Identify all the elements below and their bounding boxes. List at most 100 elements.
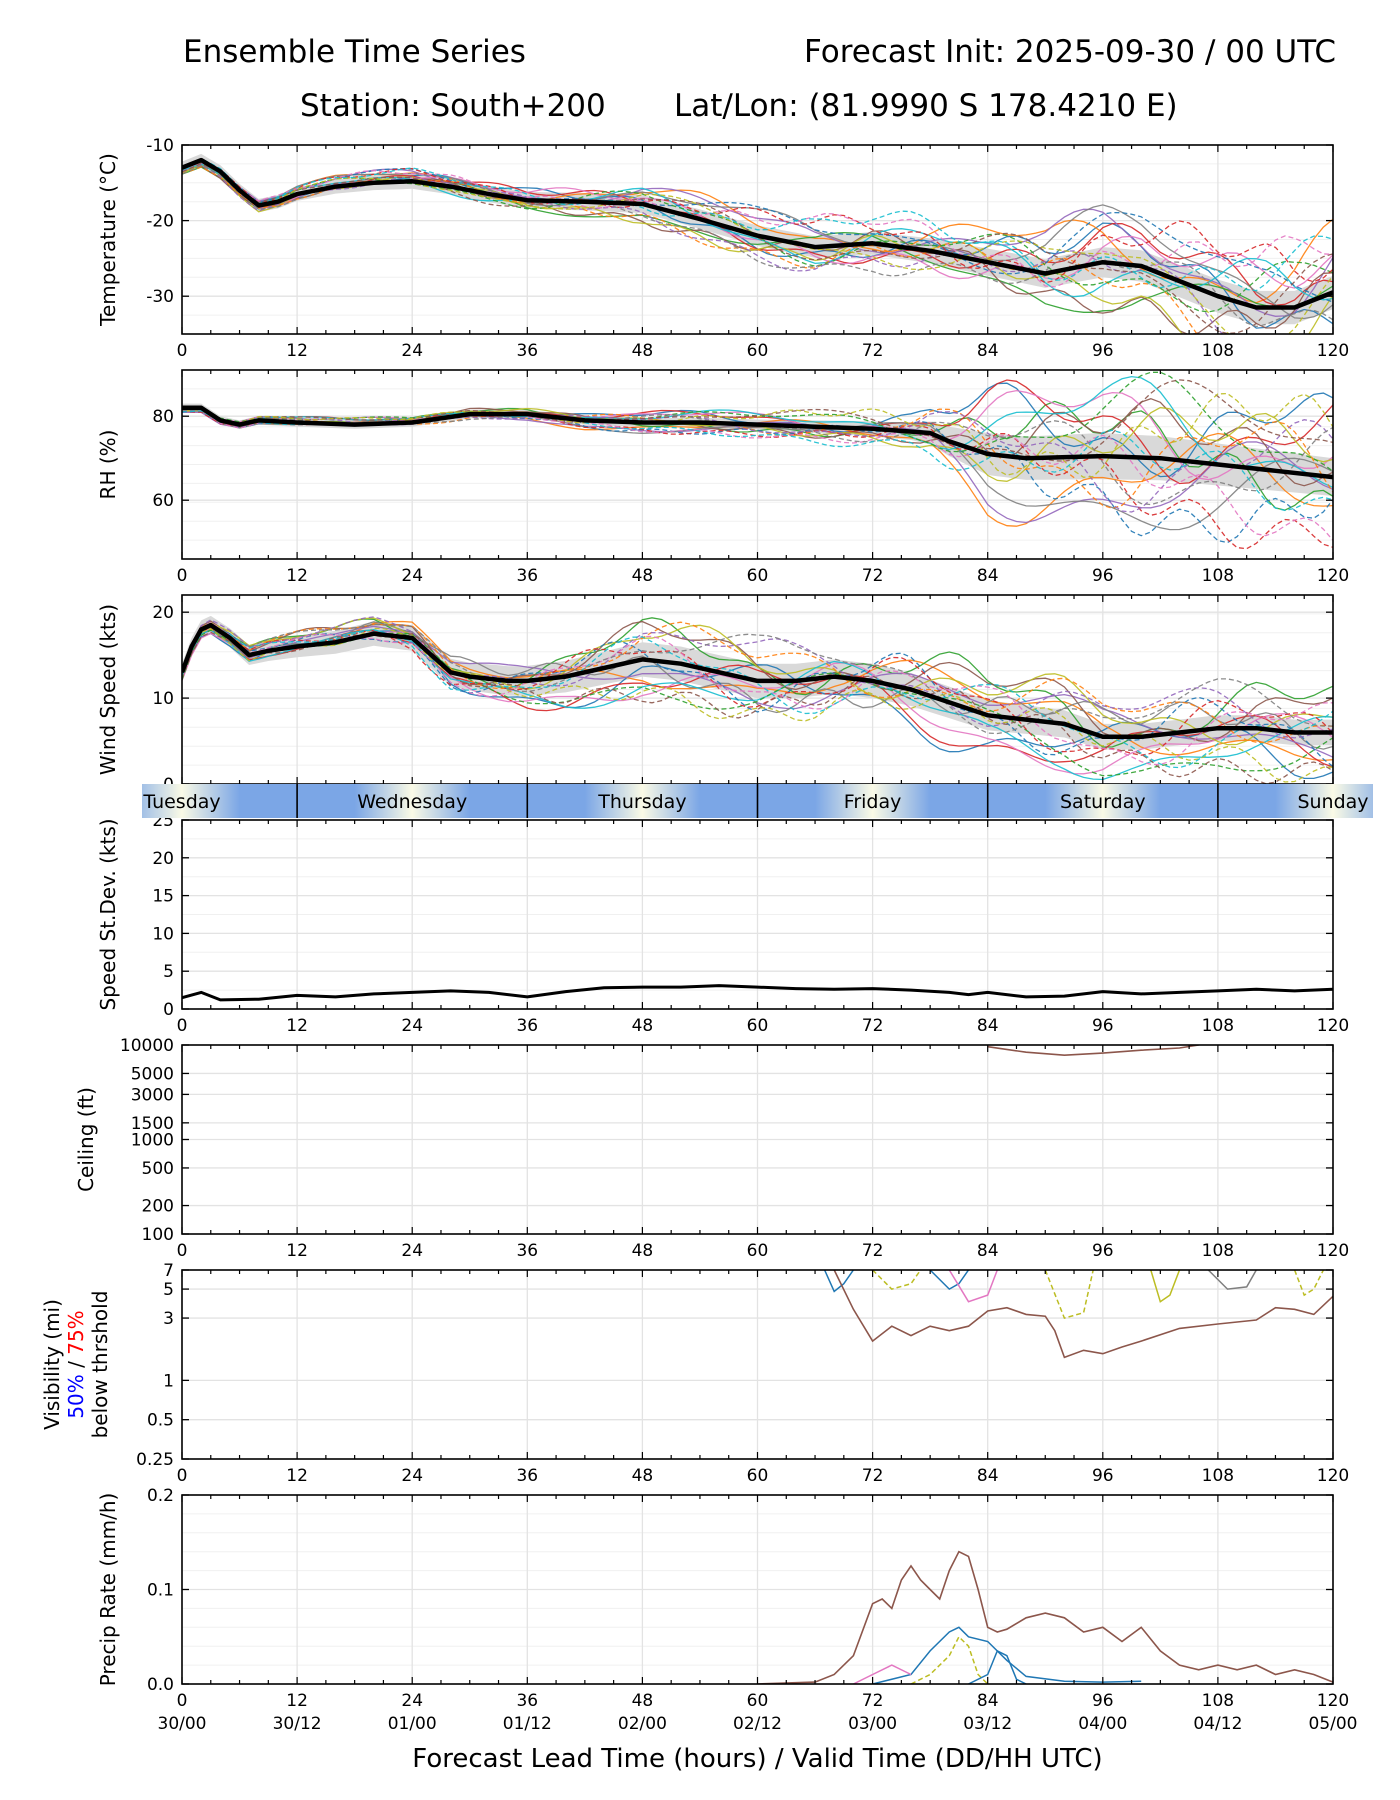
x-tick-label: 60 <box>747 341 769 361</box>
x-tick-label: 72 <box>862 1466 884 1486</box>
y-tick-label: 0.1 <box>147 1581 174 1601</box>
x-tick-label: 0 <box>177 1691 188 1711</box>
y-tick-label: 80 <box>152 407 174 427</box>
valid-time-label: 30/12 <box>273 1714 322 1734</box>
y-axis-label: Temperature (°C) <box>96 153 120 327</box>
ensemble-mean-line <box>182 622 1333 740</box>
x-tick-label: 36 <box>516 1466 538 1486</box>
x-tick-label: 72 <box>862 341 884 361</box>
x-tick-label: 36 <box>516 1016 538 1036</box>
grid <box>181 1044 1334 1235</box>
ensemble-member-line <box>182 409 1333 541</box>
legend-sep: / <box>64 1355 88 1374</box>
ensemble-member-line <box>929 1270 970 1291</box>
x-tick-label: 48 <box>632 1466 654 1486</box>
y-tick-label: 3000 <box>131 1085 174 1105</box>
ensemble-member-line <box>182 392 1333 478</box>
station-name: Station: South+200 <box>300 88 606 124</box>
x-tick-label: 12 <box>286 341 308 361</box>
y-tick-label: 0 <box>163 1000 174 1020</box>
y-tick-label: 3 <box>163 1309 174 1329</box>
ensemble-member-line <box>182 162 1333 334</box>
x-tick-label: 120 <box>1317 1241 1349 1261</box>
ensemble-member-line <box>1150 1270 1181 1303</box>
ensemble-member-line <box>182 623 1333 768</box>
x-tick-label: 120 <box>1317 341 1349 361</box>
ensemble-member-line <box>910 1635 989 1684</box>
ensemble-member-line <box>182 157 1333 292</box>
ensemble-member-line <box>182 629 1333 781</box>
y-tick-label: 0.0 <box>147 1675 174 1695</box>
y-axis-label: RH (%) <box>96 430 120 500</box>
x-tick-label: 96 <box>1092 566 1114 586</box>
spread-band <box>182 403 1333 496</box>
ensemble-member-line <box>182 160 1333 284</box>
y-tick-label: 1500 <box>131 1114 174 1134</box>
y-tick-label: 5000 <box>131 1064 174 1084</box>
valid-time-label: 04/00 <box>1078 1714 1127 1734</box>
ensemble-member-line <box>182 379 1333 462</box>
ensemble-member-line <box>1293 1270 1325 1297</box>
plot-area <box>757 1550 1333 1684</box>
x-tick-label: 96 <box>1092 1016 1114 1036</box>
x-tick-label: 12 <box>286 1691 308 1711</box>
x-tick-label: 48 <box>632 1241 654 1261</box>
y-tick-label: 200 <box>142 1197 174 1217</box>
ensemble-member-line <box>182 163 1224 334</box>
ensemble-member-line <box>182 371 1333 472</box>
ensemble-member-line <box>182 621 1333 766</box>
valid-time-label: 04/12 <box>1193 1714 1242 1734</box>
y-tick-label: 20 <box>152 849 174 869</box>
x-tick-label: 24 <box>401 566 423 586</box>
x-tick-label: 96 <box>1092 341 1114 361</box>
x-tick-label: 60 <box>747 566 769 586</box>
y-tick-label: 15 <box>152 887 174 907</box>
y-axis-label: Precip Rate (mm/h) <box>96 1493 120 1687</box>
x-tick-label: 84 <box>977 1466 999 1486</box>
y-tick-label: 1 <box>163 1371 174 1391</box>
panel-precip: 0.0 0.1 0.2 0 12 24 36 48 60 72 84 96 108 120 Precip R… <box>96 1486 1349 1711</box>
x-tick-label: 108 <box>1202 1241 1234 1261</box>
x-tick-label: 24 <box>401 1241 423 1261</box>
ensemble-member-line <box>182 158 1333 303</box>
x-tick-label: 12 <box>286 1241 308 1261</box>
x-tick-label: 120 <box>1317 1016 1349 1036</box>
ensemble-member-line <box>182 617 1333 746</box>
day-label: Wednesday <box>357 791 467 813</box>
y-axis-label: Wind Speed (kts) <box>96 604 120 775</box>
legend-50pct: 50% <box>64 1374 88 1418</box>
legend-75pct: 75% <box>64 1310 88 1354</box>
x-tick-label: 72 <box>862 1241 884 1261</box>
y-tick-label: -20 <box>146 212 174 232</box>
plot-area <box>182 371 1333 550</box>
ensemble-member-line <box>182 621 1333 750</box>
ensemble-member-line <box>182 621 1333 744</box>
valid-time-label: 01/12 <box>503 1714 552 1734</box>
ensemble-member-line <box>1207 1270 1257 1290</box>
x-tick-label: 12 <box>286 1016 308 1036</box>
forecast-init: Forecast Init: 2025-09-30 / 00 UTC <box>804 34 1336 70</box>
valid-time-label: 03/12 <box>963 1714 1012 1734</box>
day-label: Friday <box>844 791 902 813</box>
x-axis-label: Forecast Lead Time (hours) / Valid Time … <box>412 1744 1102 1774</box>
x-tick-label: 24 <box>401 341 423 361</box>
ensemble-member-line <box>872 1270 922 1290</box>
y-tick-label: 10 <box>152 689 174 709</box>
plot-area <box>182 984 1333 1002</box>
x-tick-label: 36 <box>516 1241 538 1261</box>
y-tick-label: 0.2 <box>147 1486 174 1506</box>
grid <box>181 1494 1334 1685</box>
y-tick-label: 0.25 <box>136 1450 174 1470</box>
x-tick-label: 108 <box>1202 1016 1234 1036</box>
x-tick-label: 0 <box>177 341 188 361</box>
day-strip: Tuesday Wednesday Thursday Friday Saturday Su… <box>142 784 1373 818</box>
ensemble-member-line <box>1044 1270 1094 1320</box>
x-tick-label: 0 <box>177 566 188 586</box>
x-tick-label: 60 <box>747 1691 769 1711</box>
x-tick-label: 72 <box>862 1691 884 1711</box>
x-tick-label: 108 <box>1202 1691 1234 1711</box>
x-tick-label: 84 <box>977 566 999 586</box>
ensemble-member-line <box>872 1626 1142 1684</box>
